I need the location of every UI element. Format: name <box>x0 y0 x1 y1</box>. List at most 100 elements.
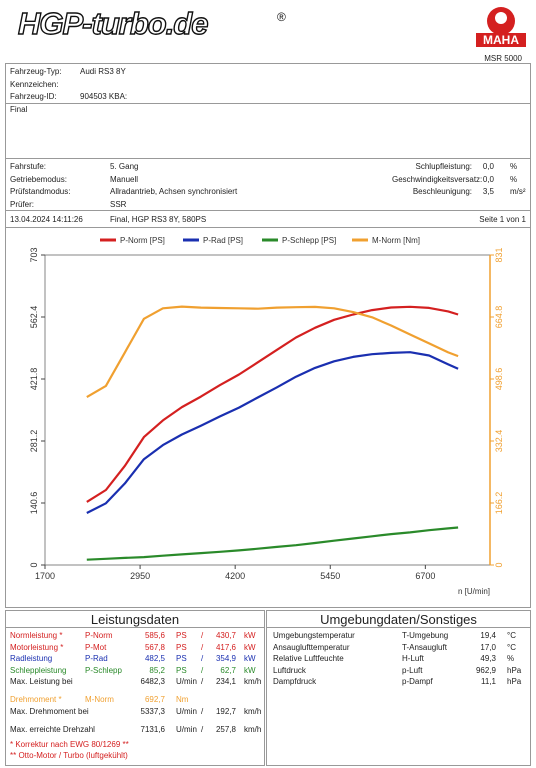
row-unit: kW <box>244 631 256 640</box>
environment-header <box>266 610 531 628</box>
row-value: 257,8 <box>215 725 236 734</box>
comment-box <box>5 103 531 159</box>
row-value: 62,7 <box>220 665 236 675</box>
x-tick-label: 6700 <box>415 571 435 581</box>
row-label: Motorleistung * <box>10 642 64 652</box>
row-label: Radleistung <box>10 654 53 663</box>
date-box <box>5 210 531 228</box>
field-value: Audi RS3 8Y <box>80 67 126 76</box>
row-label: Umgebungstemperatur <box>273 631 355 640</box>
row-unit: Nm <box>176 695 189 704</box>
row-value: 482,5 <box>144 654 165 663</box>
field-label: Fahrzeug-Typ: <box>10 67 62 76</box>
row-code: P-Rad <box>85 654 108 663</box>
row-value: 5337,3 <box>140 707 165 716</box>
field-unit: % <box>510 174 518 184</box>
field-value: 5. Gang <box>110 162 139 171</box>
row-value: 11,1 <box>481 677 496 686</box>
y-tick-label: 421.8 <box>29 368 39 391</box>
page-number: Seite 1 von 1 <box>479 215 526 224</box>
field-unit: % <box>510 162 518 171</box>
row-code: H-Luft <box>402 654 424 663</box>
field-label: Fahrzeug-ID: <box>10 92 57 101</box>
row-label: Schleppleistung <box>10 665 67 675</box>
row-unit: kW <box>244 642 256 652</box>
field-label: Prüfer: <box>10 199 35 209</box>
field-value: 904503 KBA: <box>80 92 128 101</box>
row-unit: km/h <box>244 725 262 734</box>
legend-label: P-Schlepp [PS] <box>282 236 336 245</box>
field-label: Geschwindigkeitsversatz: <box>392 174 483 184</box>
row-unit: hPa <box>507 665 522 675</box>
field-value: Allradantrieb, Achsen synchronisiert <box>110 187 238 196</box>
field-label: Beschleunigung: <box>412 187 472 196</box>
row-value: 354,9 <box>215 654 236 663</box>
field-label: Prüfstandmodus: <box>10 187 71 196</box>
y-tick-label: 140.6 <box>29 492 39 515</box>
plot-frame <box>44 254 491 566</box>
row-separator: / <box>201 707 204 716</box>
logo: HGP-turbo.de <box>17 5 209 41</box>
row-unit: °C <box>507 642 516 652</box>
y-tick-label: 562.4 <box>29 306 39 329</box>
row-unit: PS <box>176 642 187 652</box>
performance-title: Leistungsdaten <box>90 612 180 627</box>
row-separator: / <box>201 631 204 640</box>
field-value: Manuell <box>110 174 139 184</box>
row-unit: U/min <box>176 725 197 734</box>
field-label: Schlupfleistung: <box>415 162 472 171</box>
row-label: Normleistung * <box>10 631 63 640</box>
row-unit: U/min <box>176 707 197 716</box>
row-value: 234,1 <box>215 677 236 686</box>
row-unit: °C <box>507 631 516 640</box>
row-value: 19,4 <box>480 631 496 640</box>
series-line <box>86 526 459 561</box>
comment: Final <box>10 105 28 114</box>
device: MSR 5000 <box>484 54 522 63</box>
y-tick-label: 703 <box>29 247 39 262</box>
field-label: Getriebemodus: <box>10 174 67 184</box>
row-value: 6482,3 <box>140 677 165 686</box>
x-tick-label: 5450 <box>320 571 340 581</box>
registered-mark: ® <box>277 10 286 24</box>
y2-tick-label: 831 <box>494 247 504 262</box>
field-value: 3,5 <box>482 187 494 196</box>
row-unit: kW <box>244 654 256 663</box>
row-separator: / <box>201 642 204 652</box>
field-label: Fahrstufe: <box>10 162 47 171</box>
environment-title: Umgebungdaten/Sonstiges <box>320 612 477 627</box>
row-value: 430,7 <box>215 631 236 640</box>
row-code: M-Norm <box>85 695 114 704</box>
row-unit: PS <box>176 631 187 640</box>
row-unit: hPa <box>507 677 522 686</box>
row-unit: % <box>507 654 515 663</box>
y-tick-label: 281.2 <box>29 430 39 453</box>
series-line <box>86 305 459 503</box>
legend-label: P-Norm [PS] <box>120 236 165 245</box>
row-separator: / <box>201 665 204 675</box>
row-value: 962,9 <box>475 665 496 675</box>
y2-tick-label: 498.6 <box>494 368 504 391</box>
logo-text: MAHA <box>483 33 519 47</box>
x-tick-label: 4200 <box>225 571 245 581</box>
row-label: Relative Luftfeuchte <box>273 654 344 663</box>
x-tick-label: 1700 <box>35 571 55 581</box>
row-unit: PS <box>176 665 187 675</box>
row-label: Drehmoment * <box>10 695 62 704</box>
x-tick-label: 2950 <box>130 571 150 581</box>
row-code: P-Norm <box>85 631 113 640</box>
y2-tick-label: 332.4 <box>494 430 504 453</box>
series-line <box>86 351 459 514</box>
series-line <box>86 305 459 399</box>
y-tick-label: 0 <box>29 562 39 567</box>
legend-label: M-Norm [Nm] <box>372 236 420 245</box>
row-value: 85,2 <box>149 665 165 675</box>
row-code: T-Ansaugluft <box>402 642 447 652</box>
row-unit: PS <box>176 654 187 663</box>
row-label: Max. Drehmoment bei <box>10 707 89 716</box>
row-code: P-Schlepp <box>85 665 122 675</box>
logo-plate <box>476 33 526 47</box>
chart: 0 140.6 281.2 421.8 562.4 703 0 166.2 332.4 498.6… <box>29 236 504 596</box>
legend-label: P-Rad [PS] <box>203 236 243 245</box>
description: Final, HGP RS3 8Y, 580PS <box>110 215 207 224</box>
